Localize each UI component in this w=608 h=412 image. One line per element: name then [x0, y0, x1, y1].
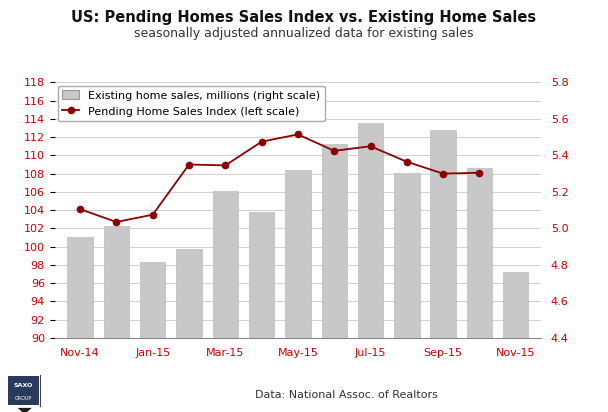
Bar [467, 168, 492, 412]
Bar [394, 173, 420, 412]
Bar [104, 226, 129, 412]
Bar [322, 143, 347, 412]
Bar [430, 130, 456, 412]
Text: seasonally adjusted annualized data for existing sales: seasonally adjusted annualized data for … [134, 27, 474, 40]
Text: GROUP: GROUP [15, 396, 32, 400]
Polygon shape [18, 408, 32, 412]
Bar [213, 191, 238, 412]
FancyBboxPatch shape [7, 376, 39, 405]
Bar [249, 212, 274, 412]
Text: SAXO: SAXO [13, 383, 33, 388]
Text: TradingFloor·com: TradingFloor·com [47, 385, 143, 396]
Text: US: Pending Homes Sales Index vs. Existing Home Sales: US: Pending Homes Sales Index vs. Existi… [71, 10, 537, 25]
Legend: Existing home sales, millions (right scale), Pending Home Sales Index (left scal: Existing home sales, millions (right sca… [58, 86, 325, 121]
Bar [176, 249, 202, 412]
Text: Data: National Assoc. of Realtors: Data: National Assoc. of Realtors [255, 390, 438, 400]
Bar [503, 272, 528, 412]
Bar [358, 122, 383, 412]
Bar [285, 170, 311, 412]
Bar [140, 262, 165, 412]
Bar [67, 237, 93, 412]
